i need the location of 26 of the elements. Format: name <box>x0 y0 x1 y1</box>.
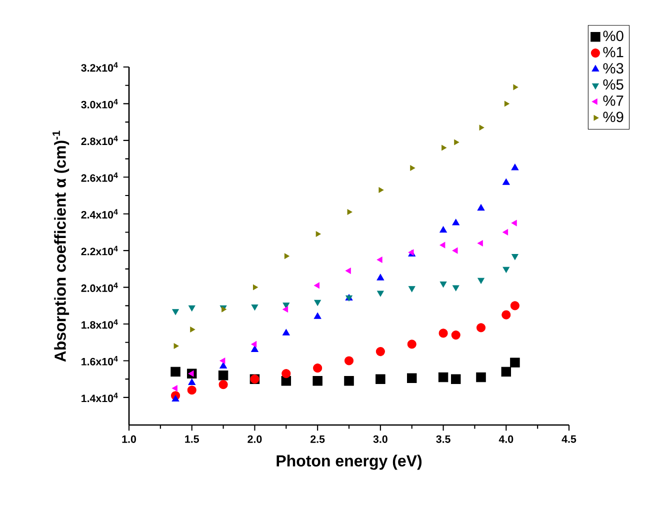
x-tick-label: 1.0 <box>122 435 136 443</box>
y-tick-label: 2.2x10$^{4}$ <box>81 246 118 256</box>
y-tick-label: 1.8x10$^{4}$ <box>82 319 118 329</box>
legend-label: %0 <box>603 30 624 42</box>
y-tick-label: 2.0x10$^{4}$ <box>81 282 118 292</box>
y-tick-label: 1.6x10$^{4}$ <box>82 356 118 366</box>
y-tick-label: 1.4x10$^{4}$ <box>82 392 118 402</box>
x-tick-label: 4.5 <box>562 435 576 443</box>
y-tick-label: 2.6x10$^{4}$ <box>81 172 118 182</box>
x-tick-label: 3.5 <box>436 435 450 443</box>
x-tick-label: 2.5 <box>310 435 325 443</box>
y-tick-label: 2.4x10$^{4}$ <box>81 209 118 219</box>
legend-label: %7 <box>603 96 624 106</box>
y-tick-label: 3.2x10$^{4}$ <box>81 62 118 72</box>
legend-label: %1 <box>603 46 624 58</box>
legend-label: %9 <box>603 112 624 122</box>
legend-label: %5 <box>603 79 624 90</box>
y-axis-title: Absorption coefficient α (cm)$^{-1}$ <box>52 130 70 362</box>
y-tick-label: 2.8x10$^{4}$ <box>81 136 118 146</box>
x-axis-title: Photon energy (eV) <box>276 454 422 470</box>
x-tick-label: 3.0 <box>373 435 388 443</box>
y-tick-label: 3.0x10$^{4}$ <box>81 99 118 108</box>
x-tick-label: 4.0 <box>498 435 514 443</box>
x-tick-label: 2.0 <box>248 435 262 443</box>
legend-label: %3 <box>603 63 624 74</box>
x-tick-label: 1.5 <box>185 435 199 443</box>
